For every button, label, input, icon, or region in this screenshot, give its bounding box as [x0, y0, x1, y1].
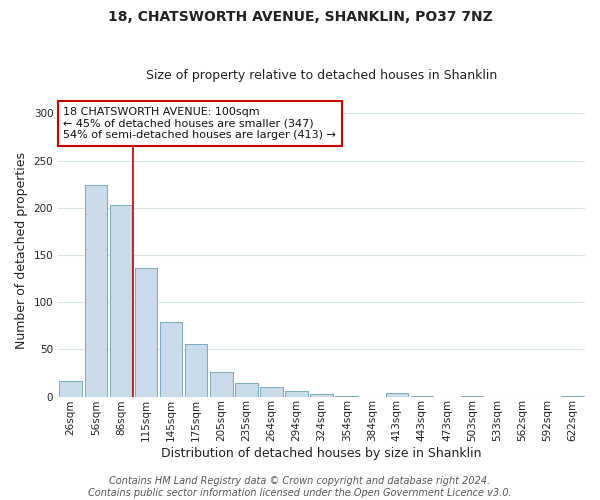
Bar: [110, 205, 132, 396]
Text: Contains HM Land Registry data © Crown copyright and database right 2024.
Contai: Contains HM Land Registry data © Crown c…: [88, 476, 512, 498]
X-axis label: Distribution of detached houses by size in Shanklin: Distribution of detached houses by size …: [161, 447, 482, 460]
Bar: [85, 185, 107, 396]
Bar: [386, 393, 408, 396]
Bar: [285, 391, 308, 396]
Bar: [185, 344, 208, 396]
Bar: [235, 384, 257, 396]
Title: Size of property relative to detached houses in Shanklin: Size of property relative to detached ho…: [146, 69, 497, 82]
Bar: [59, 382, 82, 396]
Text: 18 CHATSWORTH AVENUE: 100sqm
← 45% of detached houses are smaller (347)
54% of s: 18 CHATSWORTH AVENUE: 100sqm ← 45% of de…: [64, 107, 337, 140]
Bar: [310, 394, 333, 396]
Bar: [134, 268, 157, 396]
Bar: [260, 387, 283, 396]
Bar: [160, 322, 182, 396]
Text: 18, CHATSWORTH AVENUE, SHANKLIN, PO37 7NZ: 18, CHATSWORTH AVENUE, SHANKLIN, PO37 7N…: [107, 10, 493, 24]
Bar: [210, 372, 233, 396]
Y-axis label: Number of detached properties: Number of detached properties: [15, 152, 28, 349]
